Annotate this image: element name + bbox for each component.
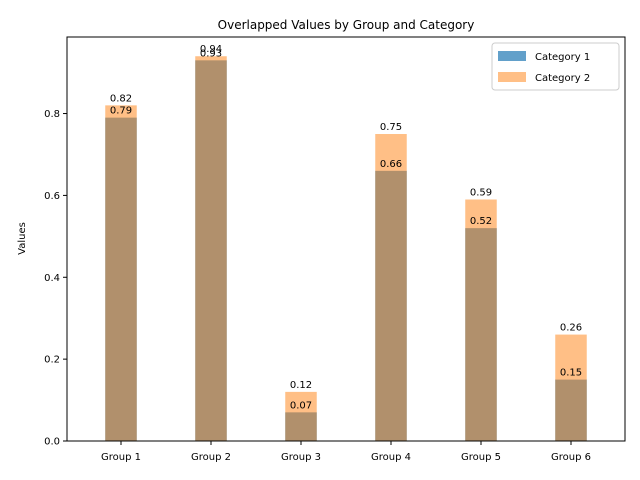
data-label-series-1: 0.93 — [200, 48, 222, 59]
y-tick-label: 0.4 — [44, 273, 60, 284]
data-label-series-2: 0.75 — [380, 122, 402, 133]
data-label-series-1: 0.66 — [380, 159, 402, 170]
plot-area: 0.0 0.2 0.4 0.6 0.8 0.79 0.93 0.07 0.66 0.52 0.15 0… — [44, 44, 591, 463]
data-label-series-2: 0.12 — [290, 380, 312, 391]
x-tick-label: Group 4 — [371, 452, 411, 463]
data-label-series-2: 0.26 — [560, 323, 582, 334]
chart-title: Overlapped Values by Group and Category — [218, 18, 475, 32]
data-label-series-1: 0.52 — [470, 216, 492, 227]
data-label-series-1: 0.15 — [560, 368, 582, 379]
legend: Category 1 Category 2 — [491, 42, 620, 91]
x-tick-label: Group 1 — [101, 452, 141, 463]
y-tick-label: 0.8 — [44, 109, 60, 120]
y-tick-label: 0.6 — [44, 191, 60, 202]
data-label-series-2: 0.94 — [200, 44, 222, 55]
bar-series-2 — [285, 391, 317, 441]
x-tick-label: Group 5 — [461, 452, 501, 463]
plot-frame — [66, 36, 626, 442]
x-tick-label: Group 2 — [191, 452, 231, 463]
data-label-series-1: 0.79 — [110, 106, 132, 117]
bar-series-2 — [465, 199, 497, 441]
x-tick-label: Group 6 — [551, 452, 591, 463]
legend-swatch-series-1 — [498, 51, 526, 61]
data-label-series-2: 0.82 — [110, 93, 132, 104]
bar-series-2 — [195, 56, 227, 441]
data-label-series-1: 0.07 — [290, 400, 312, 411]
bar-series-2 — [105, 105, 137, 442]
data-label-series-2: 0.59 — [470, 188, 492, 199]
y-axis-label: Values — [17, 222, 28, 255]
bar-series-2 — [555, 334, 587, 441]
legend-label-series-2: Category 2 — [535, 73, 590, 84]
legend-label-series-1: Category 1 — [535, 52, 590, 63]
y-tick-label: 0.2 — [44, 355, 60, 366]
bar-series-2 — [375, 134, 407, 441]
x-tick-label: Group 3 — [281, 452, 321, 463]
y-tick-label: 0.0 — [44, 437, 60, 448]
legend-swatch-series-2 — [498, 72, 526, 82]
